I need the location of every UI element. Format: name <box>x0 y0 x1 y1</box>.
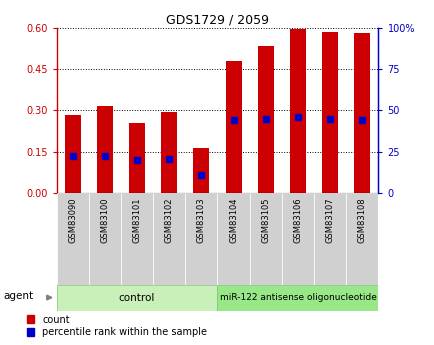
Bar <box>249 193 281 285</box>
Bar <box>217 285 378 310</box>
Bar <box>289 29 305 193</box>
Bar <box>89 193 121 285</box>
Text: GSM83103: GSM83103 <box>197 198 205 243</box>
Bar <box>345 193 378 285</box>
Text: GSM83090: GSM83090 <box>68 198 77 243</box>
Text: agent: agent <box>3 291 33 301</box>
Bar <box>313 193 345 285</box>
Bar <box>321 32 338 193</box>
Bar <box>257 46 273 193</box>
Bar <box>185 193 217 285</box>
Bar <box>97 106 113 193</box>
Text: GSM83108: GSM83108 <box>357 198 366 243</box>
Text: GSM83104: GSM83104 <box>229 198 237 243</box>
Bar <box>225 61 241 193</box>
Text: control: control <box>118 293 155 303</box>
Text: GSM83106: GSM83106 <box>293 198 302 243</box>
Bar <box>353 33 369 193</box>
Text: GSM83105: GSM83105 <box>261 198 270 243</box>
Bar <box>161 112 177 193</box>
Text: GSM83101: GSM83101 <box>132 198 141 243</box>
Text: GSM83100: GSM83100 <box>100 198 109 243</box>
Text: miR-122 antisense oligonucleotide: miR-122 antisense oligonucleotide <box>219 293 375 302</box>
Bar <box>281 193 313 285</box>
Legend: count, percentile rank within the sample: count, percentile rank within the sample <box>26 315 207 337</box>
Bar <box>193 148 209 193</box>
Text: GSM83102: GSM83102 <box>164 198 173 243</box>
Bar <box>121 193 153 285</box>
Bar <box>65 115 81 193</box>
Bar <box>56 285 217 310</box>
Text: GSM83107: GSM83107 <box>325 198 334 243</box>
Bar <box>217 193 249 285</box>
Title: GDS1729 / 2059: GDS1729 / 2059 <box>166 13 268 27</box>
Bar <box>153 193 185 285</box>
Bar <box>56 193 89 285</box>
Bar <box>128 123 145 193</box>
